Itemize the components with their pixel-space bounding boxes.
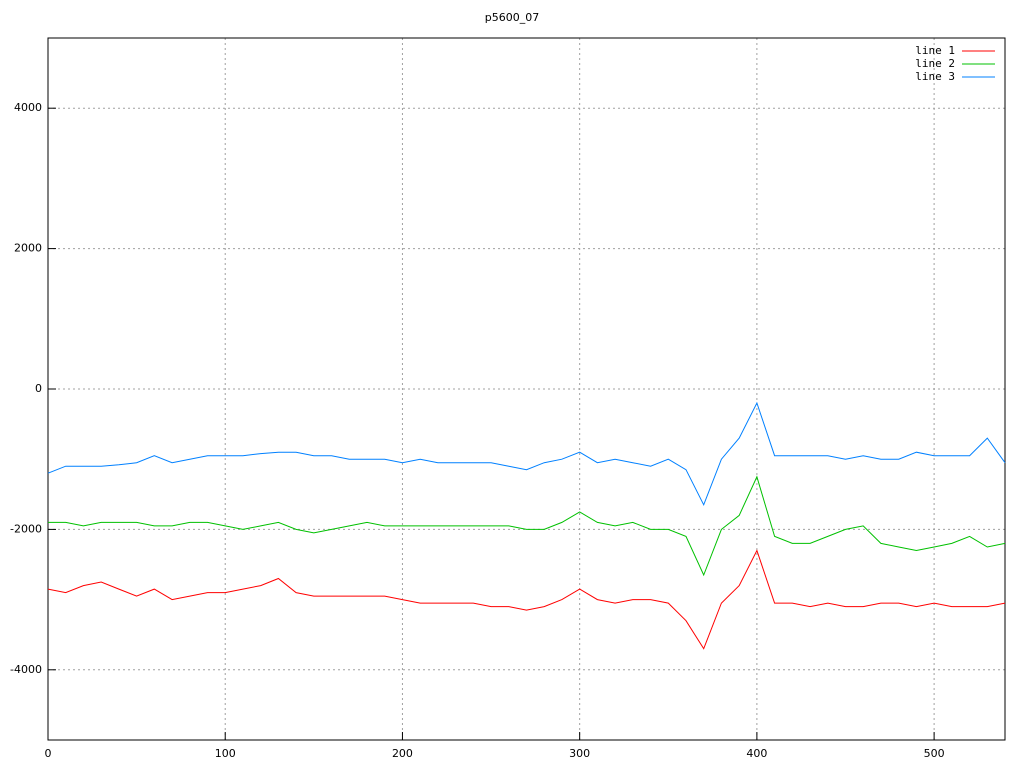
x-tick-label: 0 [45,747,52,760]
data-line [47,549,1006,650]
legend-label: line 1 [915,44,955,57]
y-tick-label: -4000 [10,663,42,676]
y-tick-label: 0 [35,382,42,395]
x-tick-label: 200 [392,747,413,760]
x-tick-label: 400 [746,747,767,760]
x-tick-label: 300 [569,747,590,760]
plot-frame [47,37,1006,741]
x-tick-label: 500 [924,747,945,760]
data-line [48,475,1006,577]
y-tick-label: 4000 [14,101,42,114]
legend-label: line 2 [915,57,955,70]
y-tick-label: -2000 [10,522,42,535]
chart-title: p5600_07 [485,11,539,24]
legend-label: line 3 [915,70,955,83]
data-line [47,401,1006,507]
y-tick-label: 2000 [14,242,42,255]
x-tick-label: 100 [215,747,236,760]
